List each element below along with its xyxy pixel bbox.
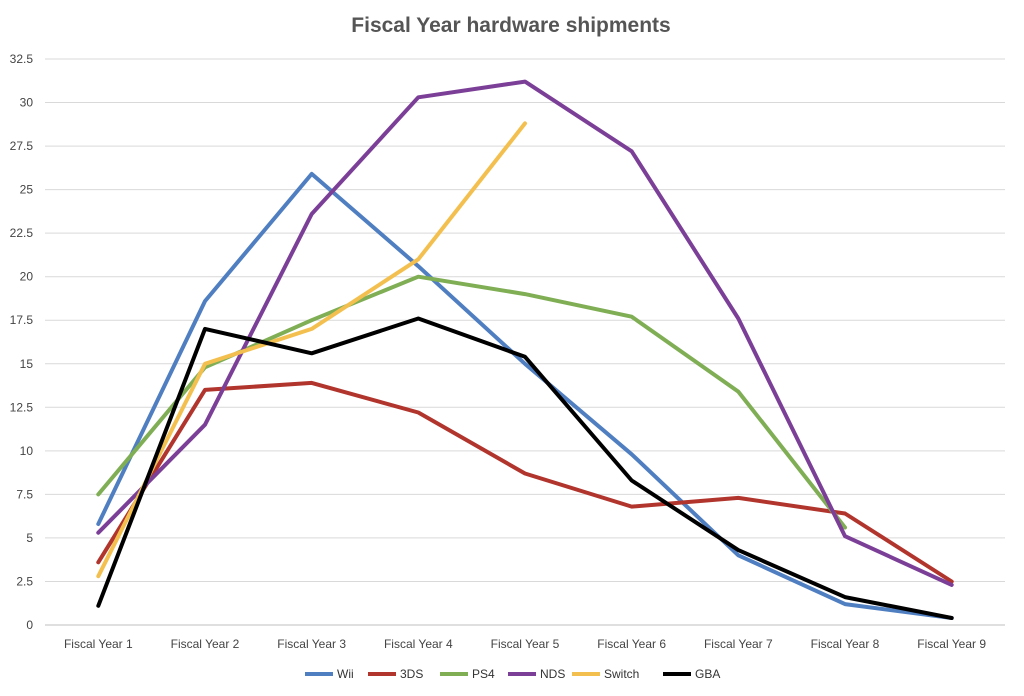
- y-tick-label: 0: [26, 618, 33, 632]
- x-tick-label: Fiscal Year 1: [64, 637, 133, 651]
- x-tick-label: Fiscal Year 4: [384, 637, 453, 651]
- series-line-switch: [96, 121, 527, 579]
- y-tick-label: 20: [20, 270, 34, 284]
- y-tick-label: 2.5: [16, 574, 33, 588]
- x-tick-label: Fiscal Year 5: [491, 637, 560, 651]
- series-line-gba: [96, 316, 954, 620]
- y-tick-label: 22.5: [10, 226, 34, 240]
- x-tick-label: Fiscal Year 3: [277, 637, 346, 651]
- x-tick-label: Fiscal Year 7: [704, 637, 773, 651]
- y-tick-label: 7.5: [16, 487, 33, 501]
- x-tick-label: Fiscal Year 8: [811, 637, 880, 651]
- x-tick-label: Fiscal Year 6: [597, 637, 666, 651]
- y-tick-label: 5: [26, 531, 33, 545]
- gridlines: [45, 58, 1005, 626]
- legend-label: 3DS: [400, 667, 423, 681]
- y-tick-label: 17.5: [10, 313, 34, 327]
- x-axis-ticks: Fiscal Year 1 Fiscal Year 2 Fiscal Year 3 F…: [64, 637, 986, 651]
- y-tick-label: 27.5: [10, 139, 34, 153]
- y-tick-label: 25: [20, 183, 34, 197]
- y-tick-label: 10: [20, 444, 34, 458]
- legend-label: NDS: [540, 667, 565, 681]
- series-line-nds: [96, 79, 954, 587]
- legend-label: GBA: [695, 667, 720, 681]
- legend-label: PS4: [472, 667, 495, 681]
- x-tick-label: Fiscal Year 9: [917, 637, 986, 651]
- y-tick-label: 32.5: [10, 52, 34, 66]
- y-tick-label: 15: [20, 357, 34, 371]
- legend: Wii 3DS PS4 NDS Switch GBA: [305, 667, 720, 681]
- series-line-3ds: [96, 380, 954, 584]
- legend-label: Switch: [604, 667, 639, 681]
- series-lines: [96, 79, 954, 620]
- series-line-wii: [96, 171, 954, 620]
- legend-label: Wii: [337, 667, 354, 681]
- chart-title: Fiscal Year hardware shipments: [351, 14, 670, 37]
- x-tick-label: Fiscal Year 2: [171, 637, 240, 651]
- y-axis-ticks: 0 2.5 5 7.5 10 12.5 15 17.5 20 22.5 25 27.5 30 32.5: [10, 52, 34, 632]
- y-tick-label: 12.5: [10, 400, 34, 414]
- y-tick-label: 30: [20, 96, 34, 110]
